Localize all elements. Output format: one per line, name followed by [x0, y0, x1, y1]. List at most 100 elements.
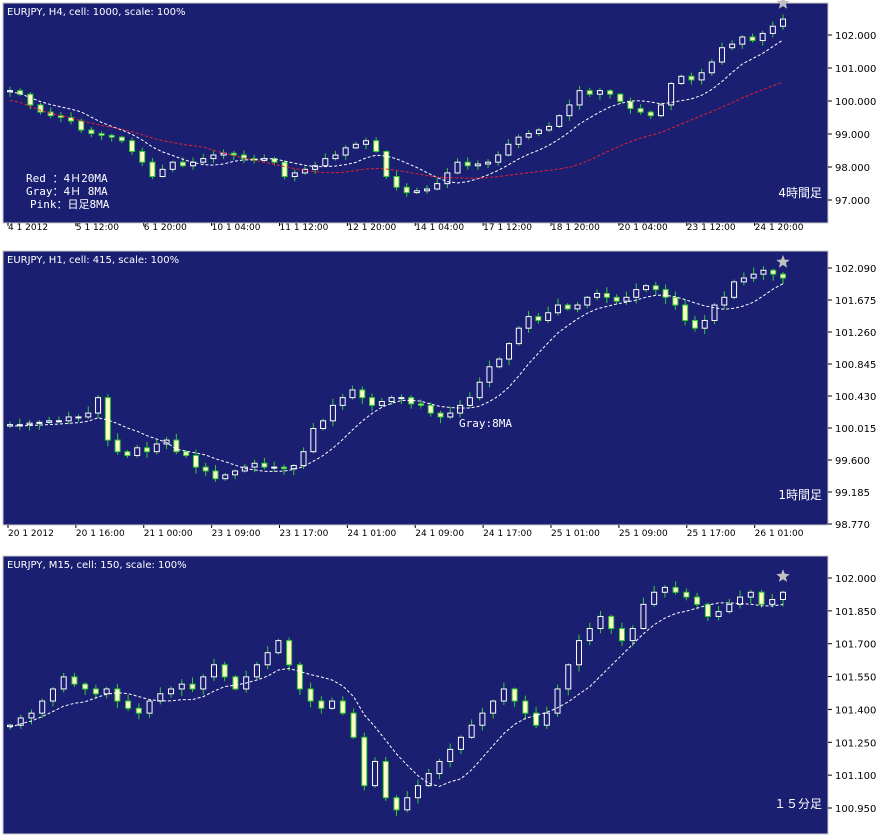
- candle-body: [16, 424, 23, 427]
- candle: [95, 395, 102, 419]
- candle-body: [332, 154, 339, 160]
- candle-body: [281, 161, 288, 177]
- x-tick-label: 25 1 01:00: [551, 529, 600, 539]
- candle: [108, 133, 115, 142]
- candle: [82, 682, 89, 695]
- candle: [780, 590, 786, 607]
- candle: [153, 439, 160, 455]
- x-tick-label: 21 1 00:00: [144, 529, 193, 539]
- candle: [678, 74, 685, 85]
- y-tick-label: 101.700: [835, 640, 876, 651]
- candle: [657, 102, 664, 118]
- candle: [715, 605, 722, 621]
- candle-body: [486, 366, 493, 383]
- candle: [65, 411, 72, 425]
- candle-body: [159, 168, 166, 177]
- candle-body: [688, 75, 695, 81]
- candle-body: [85, 412, 92, 418]
- y-tick-label: 100.000: [835, 97, 876, 108]
- star-icon: [776, 0, 790, 9]
- candle: [500, 682, 507, 705]
- candle: [404, 791, 411, 813]
- candle: [332, 150, 339, 161]
- candle: [290, 464, 297, 476]
- candle-body: [683, 591, 690, 598]
- y-tick-label: 98.770: [835, 520, 870, 531]
- candle-body: [222, 474, 229, 480]
- candle-body: [118, 136, 125, 142]
- candle-body: [515, 136, 522, 145]
- candle: [564, 303, 571, 311]
- candle: [286, 637, 293, 671]
- chart-title: EURJPY, H1, cell: 415, scale: 100%: [7, 255, 179, 266]
- candle-body: [457, 404, 464, 414]
- candle-body: [682, 304, 689, 321]
- candle: [691, 316, 698, 332]
- candle-body: [362, 140, 369, 145]
- chart-panel-3: 102.000 101.850 101.700 101.550 101.400 101.2…: [2, 555, 876, 835]
- candle: [711, 303, 718, 325]
- candle-body: [82, 683, 89, 690]
- y-tick-label: 101.675: [835, 296, 876, 307]
- candle-body: [183, 451, 190, 457]
- candle-body: [17, 90, 24, 95]
- y-tick-label: 101.260: [835, 328, 876, 339]
- candle: [339, 696, 346, 716]
- candle-body: [369, 397, 376, 406]
- candle: [362, 137, 369, 150]
- candle-body: [594, 292, 601, 298]
- candle: [554, 298, 561, 316]
- candle: [253, 661, 260, 680]
- candle-body: [240, 154, 247, 160]
- candle-body: [468, 724, 475, 738]
- candle-body: [485, 161, 492, 165]
- candle: [721, 291, 728, 309]
- candle-body: [7, 724, 13, 728]
- candle-body: [339, 700, 346, 714]
- candle: [726, 598, 733, 614]
- candle: [525, 310, 532, 333]
- candle: [737, 590, 744, 609]
- candle-body: [657, 104, 664, 117]
- x-tick-label: 12 1 20:00: [347, 223, 396, 233]
- candle: [505, 139, 512, 157]
- candle: [159, 164, 166, 178]
- candle: [769, 593, 776, 608]
- candle-body: [454, 161, 461, 174]
- candle-body: [535, 129, 542, 135]
- candle-body: [404, 797, 411, 811]
- candle: [36, 419, 43, 430]
- candle-body: [388, 397, 395, 403]
- candle-body: [770, 269, 777, 275]
- candle-body: [71, 676, 78, 685]
- candle: [749, 33, 756, 43]
- candle: [515, 134, 522, 149]
- timeframe-label: 4時間足: [778, 186, 822, 200]
- candle-body: [393, 175, 400, 188]
- candle-body: [290, 465, 297, 470]
- candle: [546, 122, 553, 133]
- candle-body: [253, 664, 260, 678]
- candle: [417, 399, 424, 409]
- candle-body: [436, 760, 443, 775]
- candle: [770, 268, 777, 281]
- candle: [55, 416, 62, 423]
- candle: [92, 684, 99, 700]
- candle-body: [46, 420, 53, 423]
- x-tick-label: 20 1 2012: [8, 529, 54, 539]
- candle-body: [307, 688, 314, 702]
- candle-body: [139, 150, 146, 163]
- candle: [240, 150, 247, 164]
- candle: [515, 325, 522, 346]
- candle: [372, 757, 379, 788]
- candle: [729, 40, 736, 51]
- candle: [413, 187, 420, 195]
- candle: [535, 127, 542, 137]
- candle-body: [554, 688, 561, 714]
- candle-body: [668, 82, 675, 106]
- candle-body: [60, 676, 67, 690]
- candle: [759, 30, 766, 46]
- candle-body: [637, 108, 644, 113]
- candle-body: [554, 304, 561, 314]
- candle-body: [88, 129, 95, 135]
